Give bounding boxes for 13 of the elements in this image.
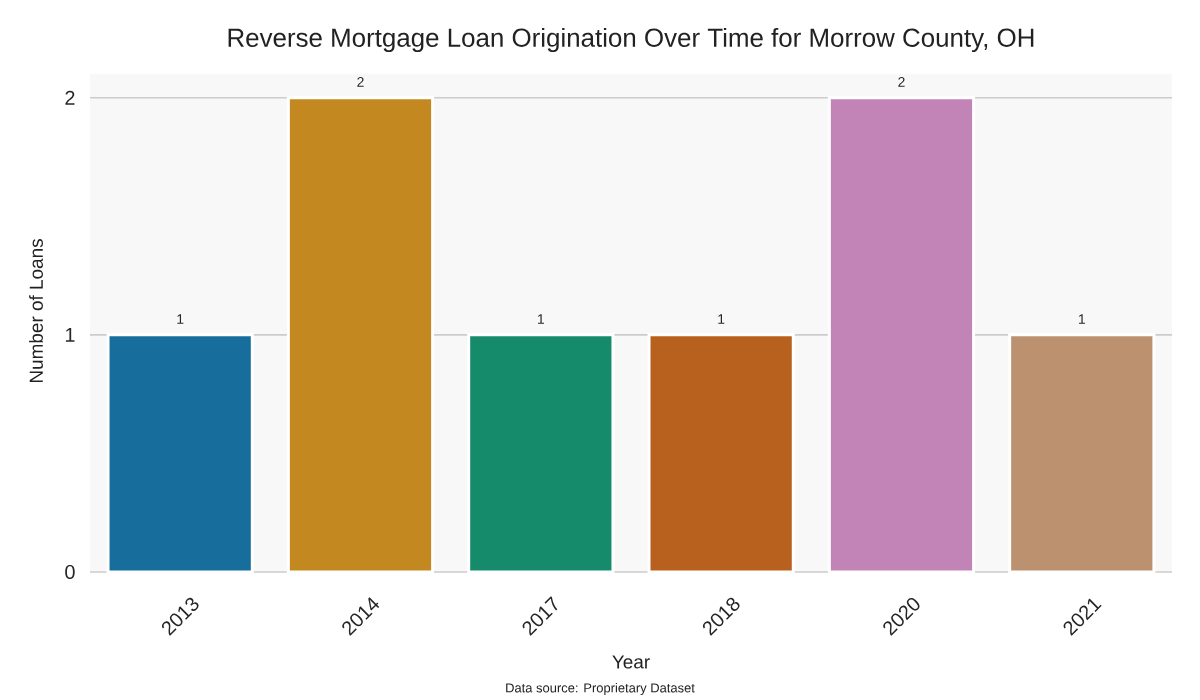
y-axis-title: Number of Loans (29, 239, 43, 383)
data-label: 1 (538, 314, 545, 324)
data-label: 1 (1078, 314, 1085, 324)
data-label: 1 (177, 314, 184, 324)
data-label: 2 (357, 76, 364, 87)
data-label: 2 (898, 76, 905, 87)
x-axis-title: Year (612, 655, 650, 669)
source-note: Data source: Proprietary Dataset (506, 682, 695, 696)
y-tick-label: 0 (65, 564, 75, 580)
chart-title: Reverse Mortgage Loan Origination Over Time for Morrow County, OH (228, 27, 1034, 53)
y-tick-label: 2 (65, 90, 75, 105)
data-label: 1 (718, 314, 725, 324)
y-tick-label: 1 (65, 328, 75, 342)
